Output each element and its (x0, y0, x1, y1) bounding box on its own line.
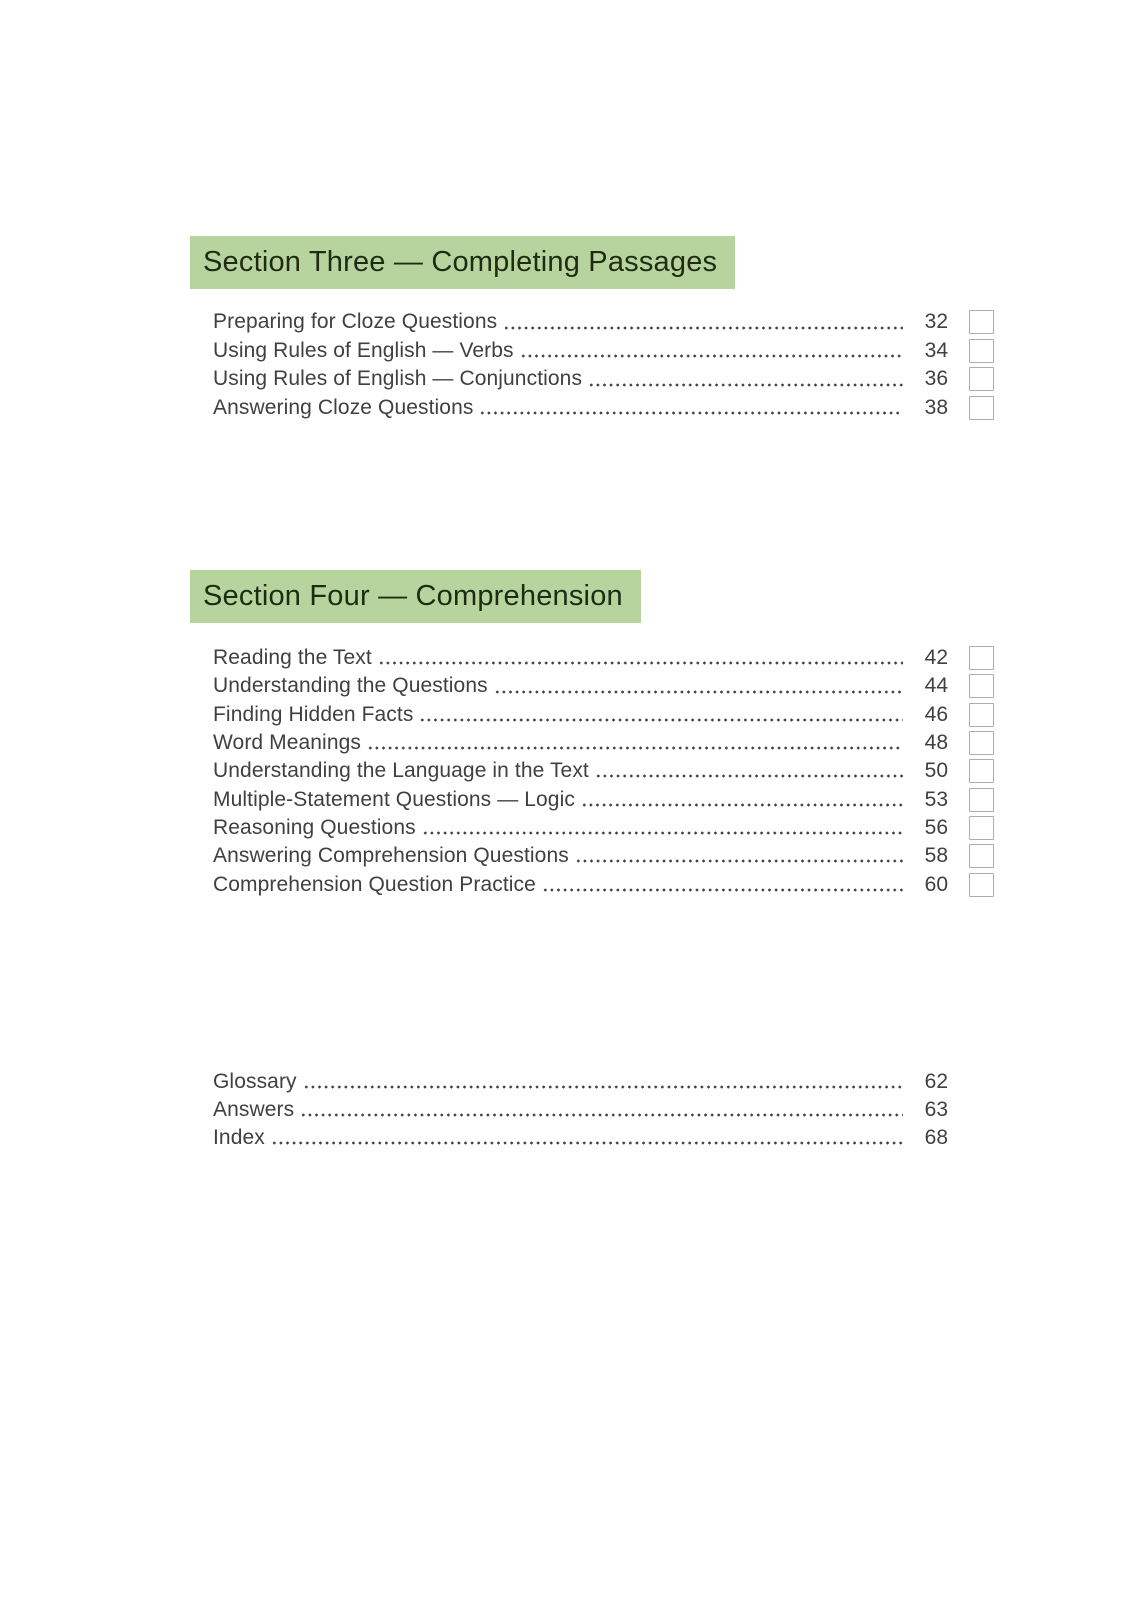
toc-entry-label: Index (213, 1126, 265, 1149)
progress-checkbox[interactable] (969, 844, 994, 869)
toc-entry-label: Understanding the Language in the Text (213, 759, 589, 783)
dotted-leader (503, 325, 903, 330)
toc-entry-label: Understanding the Questions (213, 674, 488, 698)
dotted-leader (580, 802, 903, 807)
toc-page-number: 44 (924, 674, 948, 698)
progress-checkbox[interactable] (969, 702, 994, 727)
dotted-leader (270, 1141, 903, 1145)
toc-entry-label: Multiple-Statement Questions — Logic (213, 787, 575, 811)
toc-page-number: 38 (924, 395, 948, 419)
dotted-leader (300, 1113, 903, 1117)
section-three-title: Section Three — Completing Passages (203, 246, 718, 278)
dotted-leader (594, 774, 903, 779)
toc-row: Finding Hidden Facts 46 (213, 701, 994, 729)
toc-entry-label: Reasoning Questions (213, 815, 416, 839)
dotted-leader (421, 831, 903, 836)
dotted-leader (588, 382, 903, 387)
dotted-leader (519, 354, 903, 358)
progress-checkbox[interactable] (969, 759, 994, 784)
toc-row: Comprehension Question Practice 60 (213, 870, 994, 898)
dotted-leader (541, 887, 903, 892)
toc-entry-label: Answering Cloze Questions (213, 395, 474, 419)
section-three-toc-list: Preparing for Cloze Questions 32 Using R… (213, 308, 994, 422)
toc-entry-label: Word Meanings (213, 731, 361, 755)
dotted-leader (419, 717, 903, 722)
toc-entry-label: Answers (213, 1098, 295, 1121)
progress-checkbox[interactable] (969, 815, 994, 840)
toc-entry-label: Using Rules of English — Conjunctions (213, 367, 583, 391)
toc-page-number: 42 (924, 646, 948, 670)
back-matter-toc-list: Glossary 62 Answers 63 Index 68 (213, 1068, 994, 1152)
toc-entry-label: Using Rules of English — Verbs (213, 338, 514, 362)
toc-page-number: 68 (924, 1126, 948, 1149)
toc-row: Answering Cloze Questions 38 (213, 394, 994, 423)
toc-entry-label: Reading the Text (213, 646, 372, 670)
section-three-header: Section Three — Completing Passages (190, 236, 736, 289)
toc-row: Reasoning Questions 56 (213, 814, 994, 842)
toc-row: Index 68 (213, 1124, 994, 1152)
dotted-leader (366, 746, 903, 751)
toc-page-number: 50 (924, 759, 948, 783)
section-four-title: Section Four — Comprehension (203, 580, 623, 612)
toc-row: Glossary 62 (213, 1068, 994, 1096)
toc-entry-label: Finding Hidden Facts (213, 702, 414, 726)
toc-entry-label: Comprehension Question Practice (213, 872, 536, 896)
progress-checkbox[interactable] (969, 872, 994, 897)
progress-checkbox[interactable] (969, 731, 994, 756)
toc-page-number: 32 (924, 310, 948, 334)
toc-page-number: 62 (924, 1070, 948, 1093)
dotted-leader (377, 661, 903, 666)
dotted-leader (302, 1085, 903, 1089)
toc-page-number: 46 (924, 702, 948, 726)
toc-page-number: 58 (924, 844, 948, 868)
progress-checkbox[interactable] (969, 338, 994, 363)
dotted-leader (479, 411, 903, 415)
progress-checkbox[interactable] (969, 367, 994, 392)
section-four-header: Section Four — Comprehension (190, 570, 641, 623)
toc-row: Multiple-Statement Questions — Logic 53 (213, 785, 994, 813)
toc-entry-label: Preparing for Cloze Questions (213, 310, 498, 334)
toc-row: Using Rules of English — Conjunctions 36 (213, 365, 994, 394)
progress-checkbox[interactable] (969, 674, 994, 699)
progress-checkbox[interactable] (969, 395, 994, 420)
toc-row: Word Meanings 48 (213, 729, 994, 757)
dotted-leader (574, 859, 903, 864)
toc-row: Understanding the Language in the Text 5… (213, 757, 994, 785)
toc-entry-label: Answering Comprehension Questions (213, 844, 569, 868)
toc-row: Understanding the Questions 44 (213, 672, 994, 700)
toc-page-number: 48 (924, 731, 948, 755)
progress-checkbox[interactable] (969, 787, 994, 812)
toc-row: Reading the Text 42 (213, 644, 994, 672)
toc-page-number: 56 (924, 815, 948, 839)
toc-page-number: 34 (924, 338, 948, 362)
toc-page-number: 53 (924, 787, 948, 811)
dotted-leader (493, 689, 903, 694)
toc-row: Answering Comprehension Questions 58 (213, 842, 994, 870)
toc-page-number: 63 (924, 1098, 948, 1121)
section-four-toc-list: Reading the Text 42 Understanding the Qu… (213, 644, 994, 899)
toc-row: Answers 63 (213, 1096, 994, 1124)
progress-checkbox[interactable] (969, 646, 994, 671)
toc-row: Preparing for Cloze Questions 32 (213, 308, 994, 337)
toc-row: Using Rules of English — Verbs 34 (213, 337, 994, 366)
progress-checkbox[interactable] (969, 310, 994, 335)
toc-page-number: 36 (924, 367, 948, 391)
toc-entry-label: Glossary (213, 1070, 297, 1093)
toc-page-number: 60 (924, 872, 948, 896)
